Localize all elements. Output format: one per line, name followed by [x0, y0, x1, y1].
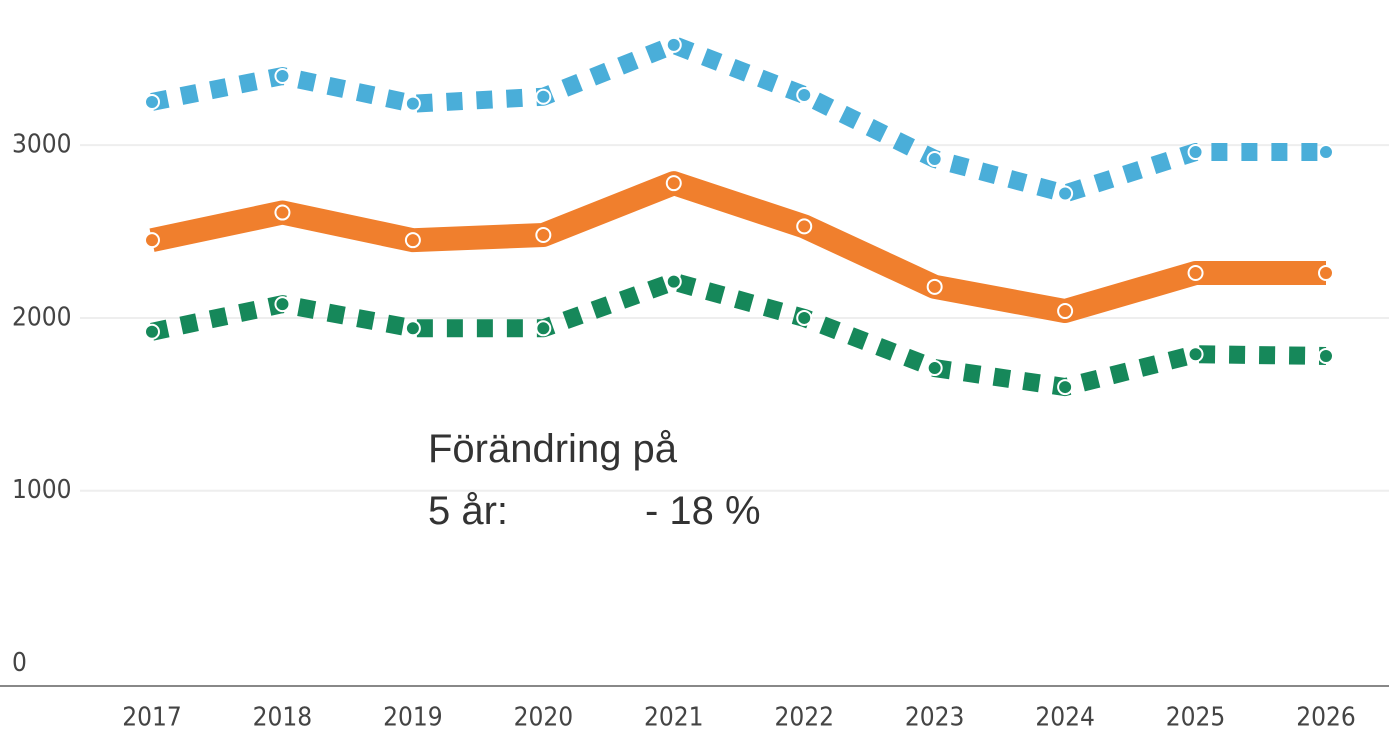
- x-tick-label: 2017: [122, 703, 182, 733]
- x-tick-label: 2019: [383, 703, 443, 733]
- y-tick-label: 1000: [12, 475, 72, 505]
- point: [274, 204, 291, 221]
- point: [535, 227, 552, 244]
- point: [1318, 347, 1334, 364]
- x-tick-label: 2020: [514, 703, 574, 733]
- point: [535, 88, 552, 105]
- series-line: [150, 35, 1326, 203]
- point: [274, 68, 291, 85]
- point: [665, 36, 682, 53]
- x-tick-label: 2023: [905, 703, 965, 733]
- point: [1187, 265, 1204, 282]
- annotation: Förändring på: [428, 427, 678, 471]
- annotation: - 18 %: [645, 489, 761, 533]
- x-tick-label: 2022: [774, 703, 834, 733]
- x-tick-label: 2024: [1035, 703, 1095, 733]
- series-line: [150, 272, 1327, 397]
- x-tick-label: 2025: [1166, 703, 1226, 733]
- annotation: 5 år:: [428, 489, 508, 533]
- point: [926, 278, 943, 295]
- point: [796, 309, 813, 326]
- y-tick-label: 2000: [12, 302, 72, 332]
- point: [1318, 144, 1334, 161]
- point: [144, 93, 160, 110]
- plot: 0 1000 2000 3000 2017 2018 2019 2020 2021 2022 202…: [0, 35, 1389, 733]
- point: [1187, 346, 1204, 363]
- point: [665, 175, 682, 192]
- point: [1057, 185, 1074, 202]
- point: [1187, 144, 1204, 161]
- point: [926, 360, 943, 377]
- point: [796, 218, 813, 235]
- y-tick-label: 3000: [12, 130, 72, 160]
- x-tick-label: 2021: [644, 703, 704, 733]
- x-tick-label: 2018: [253, 703, 313, 733]
- point: [665, 273, 682, 290]
- point: [535, 320, 552, 337]
- point: [274, 296, 291, 313]
- point: [926, 150, 943, 167]
- point: [1057, 303, 1074, 320]
- point: [796, 87, 813, 104]
- x-tick-label: 2026: [1296, 703, 1356, 733]
- point: [144, 232, 160, 249]
- point: [404, 95, 421, 112]
- series-line: [149, 171, 1326, 324]
- point: [404, 232, 421, 249]
- point: [404, 320, 421, 337]
- point: [1318, 265, 1334, 282]
- point: [144, 323, 160, 340]
- point: [1057, 379, 1074, 396]
- y-tick-label: 0: [12, 648, 27, 678]
